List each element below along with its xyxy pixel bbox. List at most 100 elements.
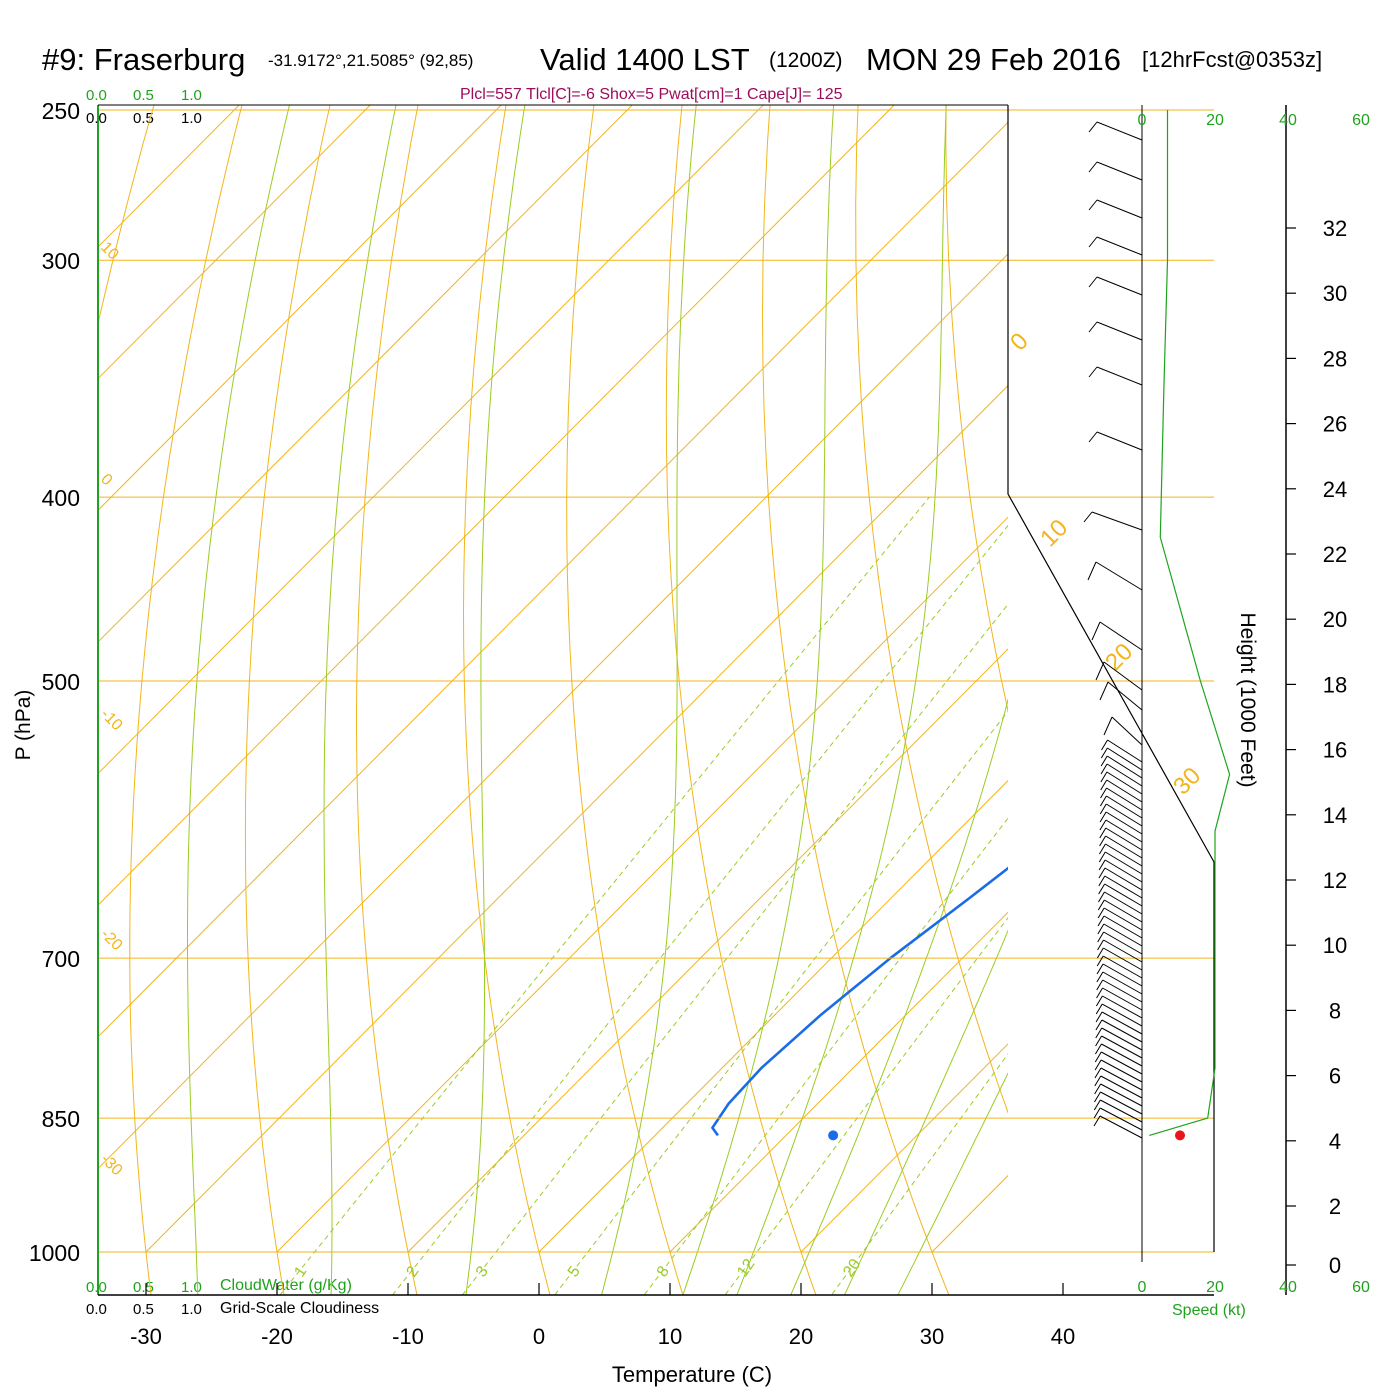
wind-barb: [1096, 321, 1143, 341]
wind-barb-flag: [1093, 1115, 1101, 1127]
wind-barb: [1096, 431, 1143, 451]
wind-barb-flag: [1098, 891, 1105, 903]
dry-adiabat: [1295, 76, 1400, 1330]
isotherm-line: [800, 1043, 1008, 1253]
isotherm-line: [98, 121, 1008, 1038]
forecast-label: [12hrFcst@0353z]: [1142, 47, 1322, 72]
station-title: #9: Fraserburg: [42, 42, 245, 77]
wind-barb-flag: [1098, 867, 1106, 879]
wind-barb: [1105, 819, 1143, 843]
wind-barb-flag: [1097, 931, 1105, 943]
mixing-ratio-label: 12: [734, 1256, 758, 1280]
isotherm-line: [98, 105, 371, 380]
wind-barb: [1103, 661, 1143, 691]
wind-barb: [1102, 971, 1143, 995]
wind-barb-flag: [1091, 621, 1101, 641]
wind-barb-flag: [1100, 747, 1108, 759]
moist-adiabat: [843, 929, 1008, 1295]
isotherm-line: [98, 105, 502, 511]
cloudiness-tick-top: 0.5: [133, 110, 154, 127]
wind-barb-flag: [1097, 939, 1104, 951]
wind-barb: [1104, 859, 1143, 883]
isotherm-label-left: -10: [97, 706, 125, 734]
pressure-label: 500: [42, 669, 80, 695]
dry-adiabat: [356, 105, 419, 1295]
wind-barb-flag: [1094, 1051, 1102, 1063]
wind-barb-flag: [1088, 236, 1098, 248]
wind-barb: [1099, 621, 1143, 651]
height-axis-title: Height (1000 Feet): [1236, 612, 1259, 787]
isotherm-label-left: -20: [97, 926, 125, 954]
dry-adiabat: [762, 105, 950, 1295]
height-tick-label: 24: [1323, 477, 1347, 502]
wind-barb: [1102, 987, 1143, 1011]
mixing-ratio-line: [461, 603, 1008, 1295]
wind-barb: [1106, 763, 1143, 787]
wind-barb: [1096, 161, 1143, 181]
wind-barb-flag: [1094, 1059, 1102, 1071]
wind-barb: [1101, 1019, 1143, 1043]
speed-axis-title: Speed (kt): [1172, 1302, 1246, 1319]
wind-barb-flag: [1098, 851, 1106, 863]
height-tick-label: 4: [1329, 1129, 1341, 1154]
x-tick-label: 0: [533, 1324, 545, 1349]
wind-barb-flag: [1094, 1075, 1102, 1087]
isotherm-label-right: 10: [1035, 514, 1073, 552]
wind-barb-flag: [1088, 161, 1098, 173]
wind-barb-flag: [1097, 915, 1105, 927]
wind-barb: [1107, 681, 1143, 711]
wind-barb: [1096, 199, 1143, 219]
wind-barb-flag: [1095, 1035, 1103, 1047]
isotherm-label-right: 0: [1005, 328, 1034, 357]
pressure-label: 850: [42, 1106, 80, 1132]
wind-barb: [1100, 1099, 1143, 1123]
x-axis-title: Temperature (C): [612, 1362, 772, 1387]
height-tick-label: 2: [1329, 1194, 1341, 1219]
speed-tick-top: 0: [1138, 112, 1147, 129]
dry-adiabat: [1033, 76, 1367, 1330]
wind-barb: [1102, 979, 1143, 1003]
wind-barb: [1104, 867, 1143, 891]
wind-barb: [1101, 1051, 1143, 1075]
cloudiness-tick-bottom: 1.0: [181, 1301, 202, 1318]
isotherm-line: [98, 105, 895, 906]
isotherm-line: [145, 384, 1008, 1253]
cloudiness-tick-bottom: 0.0: [86, 1301, 107, 1318]
dry-adiabat: [855, 105, 1008, 1114]
x-tick-label: 30: [920, 1324, 944, 1349]
wind-barb-flag: [1093, 1099, 1101, 1111]
wind-barb-flag: [1095, 1011, 1103, 1023]
cloudwater-tick-top: 0.5: [133, 87, 154, 104]
valid-date: MON 29 Feb 2016: [866, 42, 1121, 77]
cloudwater-tick-bottom: 0.5: [133, 1279, 154, 1296]
wind-barb: [1100, 1067, 1143, 1091]
dry-adiabat: [665, 105, 817, 1295]
x-tick-label: -10: [392, 1324, 424, 1349]
wind-barb-flag: [1096, 963, 1104, 975]
isotherm-line: [98, 105, 240, 248]
wind-barb-flag: [1088, 199, 1098, 211]
wind-barb-flag: [1088, 321, 1098, 333]
speed-tick-top: 20: [1206, 112, 1224, 129]
wind-barb: [1102, 963, 1143, 987]
moist-adiabat: [323, 105, 397, 1295]
wind-barb: [1099, 1115, 1143, 1139]
wind-barb-flag: [1099, 811, 1107, 823]
x-tick-label: -30: [130, 1324, 162, 1349]
wind-barb: [1101, 1035, 1143, 1059]
wind-barb-flag: [1095, 1003, 1103, 1015]
wind-barb-flag: [1097, 923, 1105, 935]
wind-barb: [1101, 1043, 1143, 1067]
wind-barb-flag: [1100, 787, 1107, 799]
speed-tick-bottom: 0: [1138, 1279, 1147, 1296]
mixing-ratio-line: [724, 916, 1008, 1295]
wind-barb: [1101, 1003, 1143, 1027]
moist-adiabat: [187, 105, 291, 1295]
height-tick-label: 6: [1329, 1064, 1341, 1089]
mixing-ratio-line: [279, 496, 930, 1295]
isotherm-line: [98, 105, 633, 643]
wind-barb-flag: [1099, 843, 1106, 855]
wind-barb: [1106, 755, 1143, 779]
wind-barb: [1105, 811, 1143, 835]
dewpoint-trace: [711, 866, 1008, 1137]
